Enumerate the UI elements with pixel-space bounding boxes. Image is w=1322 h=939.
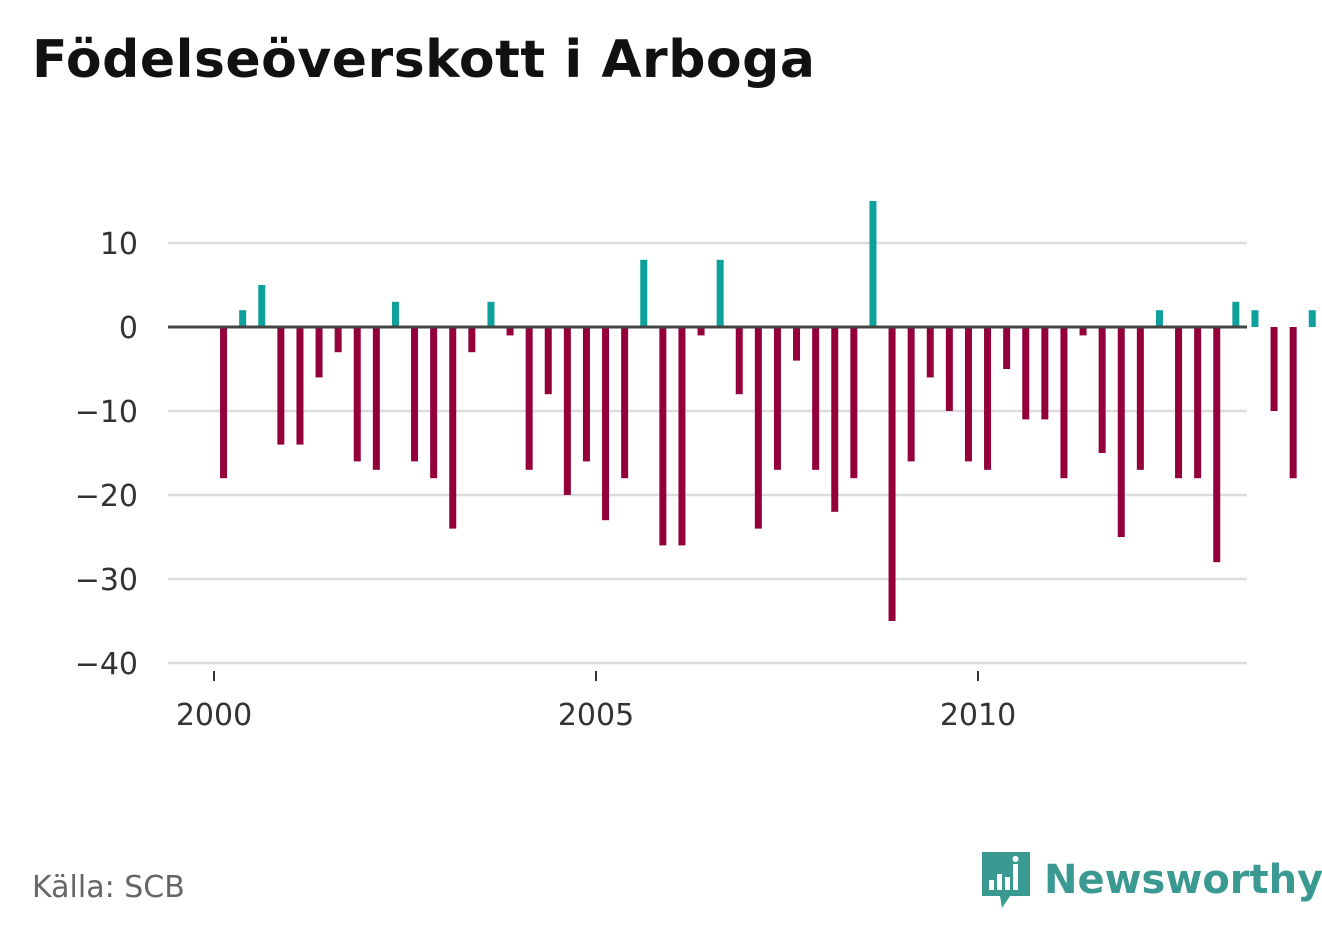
bar-2011Q3: [1099, 327, 1106, 453]
bar-2008Q2: [850, 327, 857, 478]
bar-2001Q3: [335, 327, 342, 352]
brand-name: Newsworthy: [1044, 857, 1322, 903]
y-tick-label: −20: [75, 479, 138, 514]
bar-2012Q2: [1156, 310, 1163, 327]
bar-2012Q3: [1175, 327, 1182, 478]
bar-2013Q3: [1251, 310, 1258, 327]
bar-2000Q3: [258, 285, 265, 327]
bar-2014Q1: [1290, 327, 1297, 478]
bar-2013Q1: [1213, 327, 1220, 562]
bar-2003Q2: [468, 327, 475, 352]
bar-2002Q2: [392, 302, 399, 327]
bar-2000Q2: [239, 310, 246, 327]
y-tick-label: −40: [75, 647, 138, 682]
bar-2008Q1: [831, 327, 838, 512]
bar-2007Q3: [793, 327, 800, 361]
bar-2008Q4: [889, 327, 896, 621]
y-tick-label: 10: [100, 227, 138, 262]
newsworthy-logo-icon: [980, 850, 1032, 910]
bar-2000Q1: [220, 327, 227, 478]
x-axis: 200020052010201520202025: [176, 671, 1322, 733]
bar-2005Q3: [640, 260, 647, 327]
bar-2007Q2: [774, 327, 781, 470]
bar-2004Q2: [545, 327, 552, 394]
x-tick-label: 2005: [558, 698, 634, 733]
bar-2001Q4: [354, 327, 361, 461]
bar-2007Q1: [755, 327, 762, 529]
x-tick-label: 2000: [176, 698, 252, 733]
bar-2008Q3: [869, 201, 876, 327]
grid-lines: [168, 243, 1247, 663]
bar-2012Q1: [1137, 327, 1144, 470]
bar-2000Q4: [277, 327, 284, 445]
y-tick-label: 0: [119, 311, 138, 346]
bar-2005Q1: [602, 327, 609, 520]
bar-2002Q4: [430, 327, 437, 478]
bar-2006Q1: [678, 327, 685, 545]
bar-2001Q1: [296, 327, 303, 445]
bar-2009Q4: [965, 327, 972, 461]
bar-chart: 100−10−20−30−40 200020052010201520202025: [0, 0, 1322, 820]
y-axis: 10 0 −10 −20 −30 −40: [75, 227, 138, 682]
bar-2004Q3: [564, 327, 571, 495]
y-tick-label: −10: [75, 395, 138, 430]
bar-2014Q2: [1309, 310, 1316, 327]
bar-2012Q4: [1194, 327, 1201, 478]
bar-2001Q2: [316, 327, 323, 377]
bar-2003Q1: [449, 327, 456, 529]
bar-2011Q4: [1118, 327, 1125, 537]
source-note: Källa: SCB: [32, 870, 185, 905]
bar-2009Q2: [927, 327, 934, 377]
bar-2010Q1: [984, 327, 991, 470]
bar-2010Q3: [1022, 327, 1029, 419]
y-tick-label: −30: [75, 563, 138, 598]
bar-2013Q2: [1232, 302, 1239, 327]
bar-2011Q1: [1060, 327, 1067, 478]
bar-2005Q2: [621, 327, 628, 478]
bar-2013Q4: [1271, 327, 1278, 411]
bar-2009Q1: [908, 327, 915, 461]
bar-2006Q4: [736, 327, 743, 394]
bar-2004Q4: [583, 327, 590, 461]
bar-2004Q1: [526, 327, 533, 470]
bar-2003Q3: [487, 302, 494, 327]
bar-2002Q1: [373, 327, 380, 470]
bar-2002Q3: [411, 327, 418, 461]
bar-2009Q3: [946, 327, 953, 411]
bar-2007Q4: [812, 327, 819, 470]
bar-2010Q4: [1041, 327, 1048, 419]
bar-2005Q4: [659, 327, 666, 545]
brand: Newsworthy: [980, 850, 1322, 910]
bar-2010Q2: [1003, 327, 1010, 369]
x-tick-label: 2010: [940, 698, 1016, 733]
bar-2006Q3: [717, 260, 724, 327]
